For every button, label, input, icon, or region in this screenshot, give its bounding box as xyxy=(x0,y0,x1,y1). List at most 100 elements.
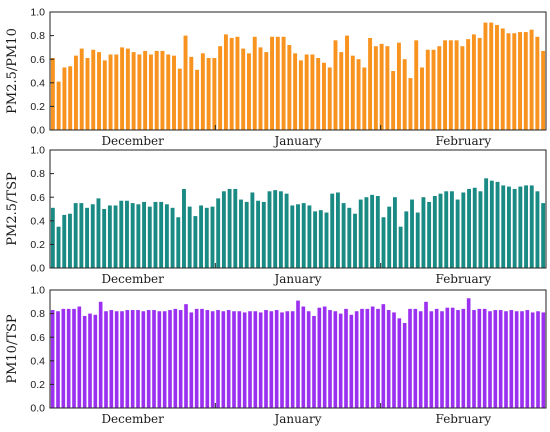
bar-7 xyxy=(82,315,87,408)
bar-24 xyxy=(182,188,186,268)
x-tick-label: February xyxy=(436,272,492,286)
bar-48 xyxy=(318,210,323,268)
bar-48 xyxy=(301,306,306,408)
bar-53 xyxy=(347,207,352,268)
bar-70 xyxy=(448,40,453,130)
bar-92 xyxy=(536,311,540,408)
bar-17 xyxy=(143,50,148,130)
bar-6 xyxy=(79,48,84,130)
bar-89 xyxy=(520,311,524,408)
bar-59 xyxy=(381,217,386,268)
bar-45 xyxy=(301,203,306,268)
bar-75 xyxy=(477,37,482,130)
bar-14 xyxy=(125,48,130,130)
bar-30 xyxy=(216,198,221,268)
bar-63 xyxy=(381,304,386,408)
bar-25 xyxy=(178,310,183,408)
bar-38 xyxy=(248,311,252,408)
bar-62 xyxy=(376,308,380,408)
bar-20 xyxy=(152,310,156,408)
bar-62 xyxy=(398,226,403,268)
bar-9 xyxy=(97,52,101,131)
x-tick-label: December xyxy=(101,412,164,426)
bar-1 xyxy=(50,207,55,268)
bar-32 xyxy=(227,188,232,268)
bar-75 xyxy=(472,187,477,268)
bar-58 xyxy=(379,43,384,130)
bar-51 xyxy=(317,307,322,408)
bar-87 xyxy=(509,310,514,408)
bar-73 xyxy=(466,39,471,130)
bar-66 xyxy=(397,318,402,408)
bar-48 xyxy=(321,62,326,130)
bar-16 xyxy=(137,54,142,131)
bar-19 xyxy=(146,310,151,408)
bar-61 xyxy=(396,42,401,130)
bar-73 xyxy=(461,192,466,268)
bar-79 xyxy=(500,28,505,130)
bar-10 xyxy=(102,209,107,268)
bar-11 xyxy=(108,54,113,131)
bar-1 xyxy=(50,58,55,130)
bar-41 xyxy=(281,36,286,130)
bar-10 xyxy=(98,301,103,408)
bar-74 xyxy=(471,34,476,130)
bar-70 xyxy=(418,311,423,408)
bar-55 xyxy=(358,199,363,268)
y-tick-label: 0.2 xyxy=(30,101,45,113)
bar-2 xyxy=(56,311,60,408)
bar-21 xyxy=(166,54,171,131)
bar-10 xyxy=(102,60,107,130)
bar-36 xyxy=(237,311,242,408)
bar-29 xyxy=(212,58,217,130)
y-tick-label: 0.8 xyxy=(30,308,45,320)
y-tick-label: 0.4 xyxy=(30,77,45,89)
bar-82 xyxy=(482,308,487,408)
bar-36 xyxy=(250,192,255,268)
plot-frame xyxy=(49,289,547,409)
bar-53 xyxy=(328,310,332,408)
bar-91 xyxy=(530,312,535,408)
bar-1 xyxy=(50,310,55,408)
bar-71 xyxy=(454,40,459,130)
bar-31 xyxy=(210,311,215,408)
bar-44 xyxy=(296,204,300,268)
bar-78 xyxy=(489,180,494,268)
bar-83 xyxy=(518,186,523,268)
bar-11 xyxy=(104,311,108,408)
x-tick-label: February xyxy=(436,412,492,426)
bar-34 xyxy=(226,310,231,408)
y-tick-label: 0.2 xyxy=(30,239,45,251)
bar-5 xyxy=(73,55,78,130)
bar-74 xyxy=(440,311,444,408)
bar-41 xyxy=(264,310,268,408)
x-tick-label: January xyxy=(272,272,321,286)
bar-4 xyxy=(68,213,72,268)
bar-57 xyxy=(373,46,378,130)
bar-8 xyxy=(88,313,92,408)
bar-21 xyxy=(157,311,162,408)
bar-24 xyxy=(183,35,188,130)
y-axis-label: PM10/TSP xyxy=(5,314,20,384)
bar-33 xyxy=(233,188,238,268)
x-tick-label: December xyxy=(101,272,164,286)
bar-58 xyxy=(375,196,380,268)
bar-22 xyxy=(172,55,176,130)
bar-13 xyxy=(114,311,119,408)
bar-23 xyxy=(168,310,172,408)
bar-39 xyxy=(267,191,272,268)
bar-33 xyxy=(235,36,240,130)
bar-39 xyxy=(270,36,275,130)
bar-49 xyxy=(327,67,332,130)
bar-50 xyxy=(333,40,338,130)
bar-47 xyxy=(296,300,300,408)
bar-65 xyxy=(415,212,420,268)
bar-78 xyxy=(461,308,466,408)
bar-28 xyxy=(204,207,209,268)
bar-26 xyxy=(184,304,188,408)
y-tick-label: 0.6 xyxy=(30,54,45,66)
bar-51 xyxy=(335,192,340,268)
bar-90 xyxy=(525,310,530,408)
bar-18 xyxy=(148,54,153,131)
